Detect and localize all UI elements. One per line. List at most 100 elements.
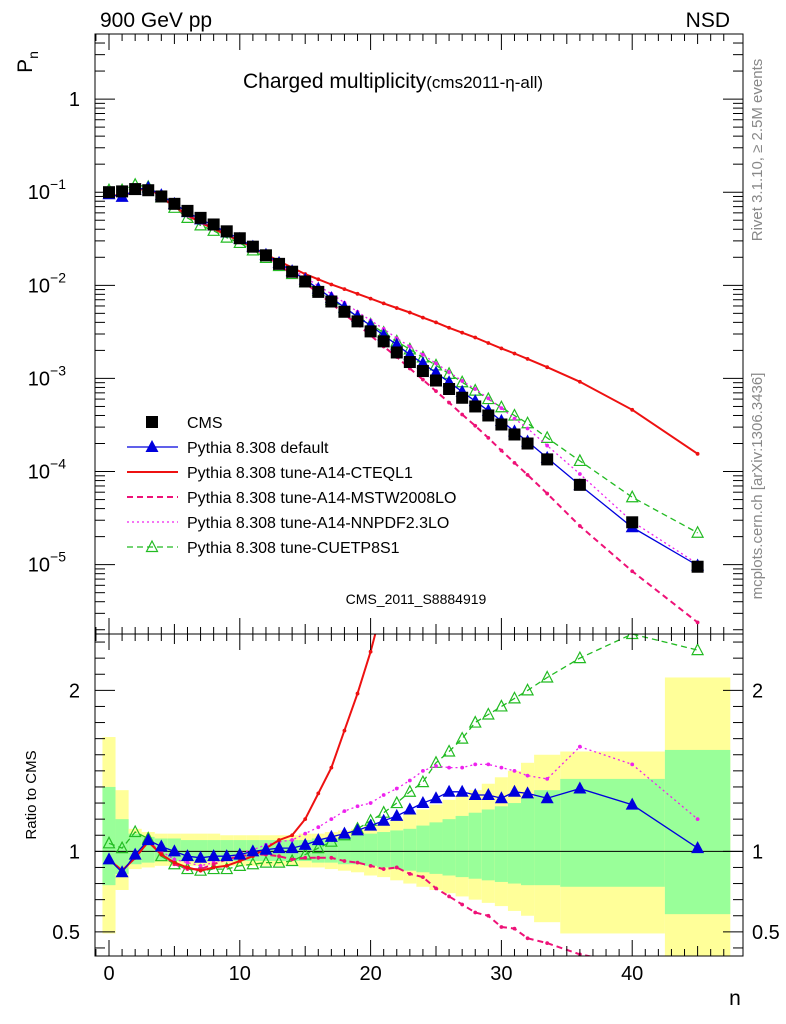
- ratio-cteql1-point: [224, 863, 229, 868]
- ratio-cuetp8s1-point: [691, 642, 705, 656]
- ratio-cteql1-point: [277, 838, 281, 842]
- top-nnpdf-point: [577, 472, 582, 476]
- ratio-cuetp8s1-point: [311, 840, 325, 854]
- top-cteql1-point: [460, 330, 465, 335]
- top-mstw-point: [434, 389, 438, 394]
- ratio-cuetp8s1-point: [573, 650, 587, 664]
- ratio-cuetp8s1-point: [246, 856, 260, 870]
- uncertainty-bands: [102, 677, 731, 956]
- top-default-line: [108, 186, 698, 567]
- top-cms-point: [351, 315, 364, 328]
- band-inner-bin: [534, 790, 561, 886]
- legend: CMS Pythia 8.308 default Pythia 8.308 tune…: [127, 415, 456, 557]
- top-cuetp8s1-point: [540, 430, 554, 443]
- ratio-mstw-point: [355, 860, 360, 865]
- top-cteql1-point: [434, 320, 438, 325]
- ratio-default-point: [324, 829, 338, 842]
- ratio-cuetp8s1-point: [455, 731, 469, 744]
- top-nnpdf-point: [486, 396, 491, 401]
- ratio-nnpdf-point: [290, 838, 295, 842]
- top-cms-point: [495, 418, 508, 431]
- band-inner-bin: [521, 798, 535, 886]
- ratio-default-point: [233, 847, 247, 860]
- top-cms-point: [691, 560, 704, 573]
- band-inner-bin: [560, 778, 600, 887]
- top-nnpdf-point: [421, 352, 425, 357]
- y-tick-label: 10−1: [28, 176, 66, 204]
- ratio-cuetp8s1-point: [494, 699, 508, 712]
- ratio-default-point: [494, 791, 508, 804]
- ratio-mstw-point: [473, 910, 478, 915]
- band-inner-bin: [507, 803, 522, 884]
- ratio-cteql1-point: [172, 860, 177, 865]
- band-inner-bin: [390, 830, 404, 870]
- top-mstw-point: [525, 473, 530, 477]
- band-inner-bin: [599, 778, 665, 887]
- ratio-cteql1-point: [434, 334, 438, 338]
- top-cuetp8s1-point: [573, 453, 587, 467]
- top-cms-point: [129, 183, 142, 196]
- ratio-cuetp8s1-point: [102, 836, 116, 849]
- ratio-nnpdf-point: [329, 817, 334, 822]
- bottom-panel: 0.5 0.51 12 20 10 20 30 40: [52, 334, 780, 985]
- top-mstw-point: [421, 377, 425, 382]
- top-cteql1-point: [499, 346, 504, 351]
- ratio-default-point: [364, 818, 378, 831]
- ratio-nnpdf-point: [172, 857, 177, 862]
- ratio-cuetp8s1-point: [272, 855, 286, 868]
- band-inner-bin: [337, 836, 351, 865]
- ratio-nnpdf-point: [198, 863, 203, 868]
- ratio-cuetp8s1-point: [115, 840, 129, 854]
- band-inner-bin: [494, 806, 508, 882]
- side-text-rivet: Rivet 3.1.10, ≥ 2.5M events: [749, 59, 766, 242]
- ratio-cteql1-point: [237, 859, 242, 863]
- ratio-series-group: [102, 334, 705, 956]
- top-cms-point: [364, 325, 377, 338]
- legend-label-nnpdf: Pythia 8.308 tune-A14-NNPDF2.3LO: [187, 515, 449, 532]
- ratio-cuetp8s1-point: [233, 858, 247, 871]
- band-inner-bin: [664, 749, 731, 915]
- x-tick-label: 40: [621, 963, 643, 985]
- ratio-y-tick-label-right: 1: [752, 841, 763, 863]
- y-tick-label: 10−5: [28, 549, 66, 577]
- ratio-default-point: [468, 788, 482, 800]
- top-cms-point: [220, 225, 233, 238]
- ratio-default-point: [246, 844, 260, 857]
- top-cms-point: [181, 204, 194, 217]
- ratio-cuetp8s1-point: [521, 683, 535, 696]
- top-nnpdf-point: [512, 416, 517, 421]
- band-inner-bin: [429, 822, 443, 874]
- ratio-cuetp8s1-point: [468, 715, 482, 728]
- ratio-default-point: [442, 784, 456, 797]
- top-cms-point: [194, 211, 207, 224]
- ratio-mstw-point: [447, 894, 451, 899]
- y-tick-label: 1: [69, 89, 80, 111]
- top-cms-point: [377, 335, 390, 348]
- top-cms-point: [312, 285, 325, 298]
- top-cms-point: [155, 190, 168, 203]
- ratio-cuetp8s1-point: [128, 824, 142, 838]
- top-cteql1-point: [447, 325, 451, 330]
- top-cms-point: [207, 218, 220, 231]
- y-tick-label: 10−3: [28, 362, 66, 390]
- top-nnpdf-point: [407, 344, 412, 349]
- top-cms-point: [521, 437, 534, 450]
- ratio-mstw-point: [545, 941, 550, 946]
- y-tick-label: 10−2: [28, 269, 66, 297]
- band-inner-bin: [324, 838, 338, 863]
- band-inner-bin: [403, 828, 417, 871]
- top-cms-point: [273, 257, 286, 270]
- top-cms-point: [403, 356, 416, 369]
- top-cms-point: [626, 516, 639, 529]
- legend-marker-cms: [146, 416, 158, 428]
- ratio-mstw-point: [434, 886, 438, 891]
- ratio-default-point: [337, 826, 351, 839]
- top-cuetp8s1-point: [691, 525, 705, 538]
- ratio-mstw-point: [421, 875, 425, 880]
- top-nnpdf-point: [447, 370, 451, 374]
- legend-label-mstw: Pythia 8.308 tune-A14-MSTW2008LO: [187, 490, 456, 507]
- ratio-default-point: [691, 841, 705, 854]
- y-axis-label-top: Pn: [14, 51, 41, 73]
- chart-title: Charged multiplicity(cms2011-η-all): [243, 70, 543, 93]
- top-cms-point: [325, 295, 338, 308]
